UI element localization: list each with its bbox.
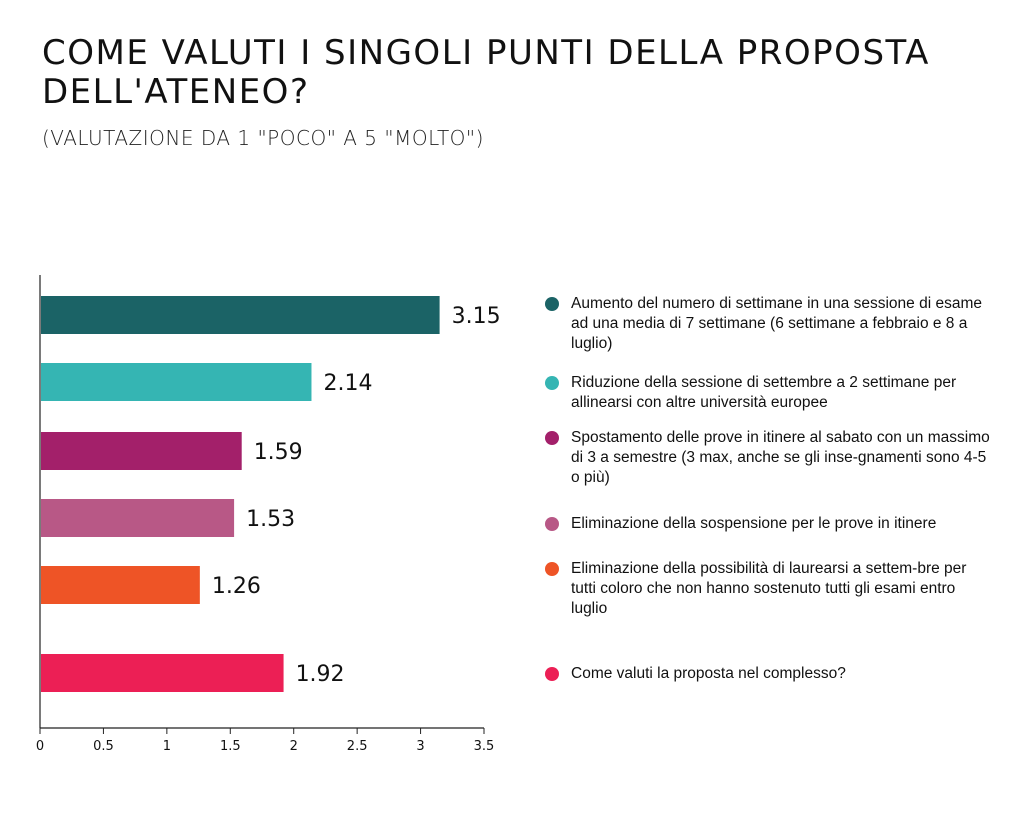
chart-title: COME VALUTI I SINGOLI PUNTI DELLA PROPOS… (42, 33, 930, 112)
bar (41, 566, 200, 604)
legend-label: Spostamento delle prove in itinere al sa… (571, 429, 990, 486)
legend-dot-icon (545, 376, 559, 390)
legend-item: Come valuti la proposta nel complesso? (545, 664, 995, 684)
bar-value-label: 1.26 (212, 574, 261, 599)
bar-value-label: 1.59 (254, 440, 303, 465)
legend-dot-icon (545, 667, 559, 681)
legend-label: Come valuti la proposta nel complesso? (571, 665, 846, 682)
x-tick-label: 3 (416, 739, 424, 754)
bar-value-label: 1.92 (296, 662, 345, 687)
bar (41, 363, 312, 401)
legend-dot-icon (545, 431, 559, 445)
x-tick-label: 2 (290, 739, 298, 754)
legend-label: Aumento del numero di settimane in una s… (571, 295, 982, 352)
legend-dot-icon (545, 517, 559, 531)
bar-value-label: 2.14 (323, 371, 372, 396)
x-tick-label: 3.5 (474, 739, 495, 754)
legend-item: Aumento del numero di settimane in una s… (545, 294, 995, 354)
bar-value-label: 1.53 (246, 507, 295, 532)
x-tick-label: 0.5 (93, 739, 114, 754)
legend-label: Eliminazione della possibilità di laurea… (571, 560, 967, 617)
bar-value-label: 3.15 (452, 304, 501, 329)
legend-label: Eliminazione della sospensione per le pr… (571, 515, 937, 532)
chart-subtitle: (VALUTAZIONE DA 1 "POCO" A 5 "MOLTO") (42, 126, 484, 150)
x-tick-label: 1 (163, 739, 171, 754)
legend-dot-icon (545, 562, 559, 576)
legend-item: Eliminazione della possibilità di laurea… (545, 559, 995, 619)
x-tick-label: 2.5 (347, 739, 368, 754)
legend-item: Spostamento delle prove in itinere al sa… (545, 428, 995, 488)
x-tick-label: 1.5 (220, 739, 241, 754)
legend-item: Riduzione della sessione di settembre a … (545, 373, 995, 413)
bar (41, 296, 440, 334)
legend-item: Eliminazione della sospensione per le pr… (545, 514, 995, 534)
bar (41, 432, 242, 470)
bar (41, 499, 235, 537)
bar-chart: 0 0.5 1 1.5 2 2.5 3 3.5 3.15 2.14 1.59 1.53 1.26 1.92 (36, 275, 501, 754)
bar (41, 654, 284, 692)
legend-dot-icon (545, 297, 559, 311)
legend-label: Riduzione della sessione di settembre a … (571, 374, 957, 411)
x-tick-label: 0 (36, 739, 44, 754)
